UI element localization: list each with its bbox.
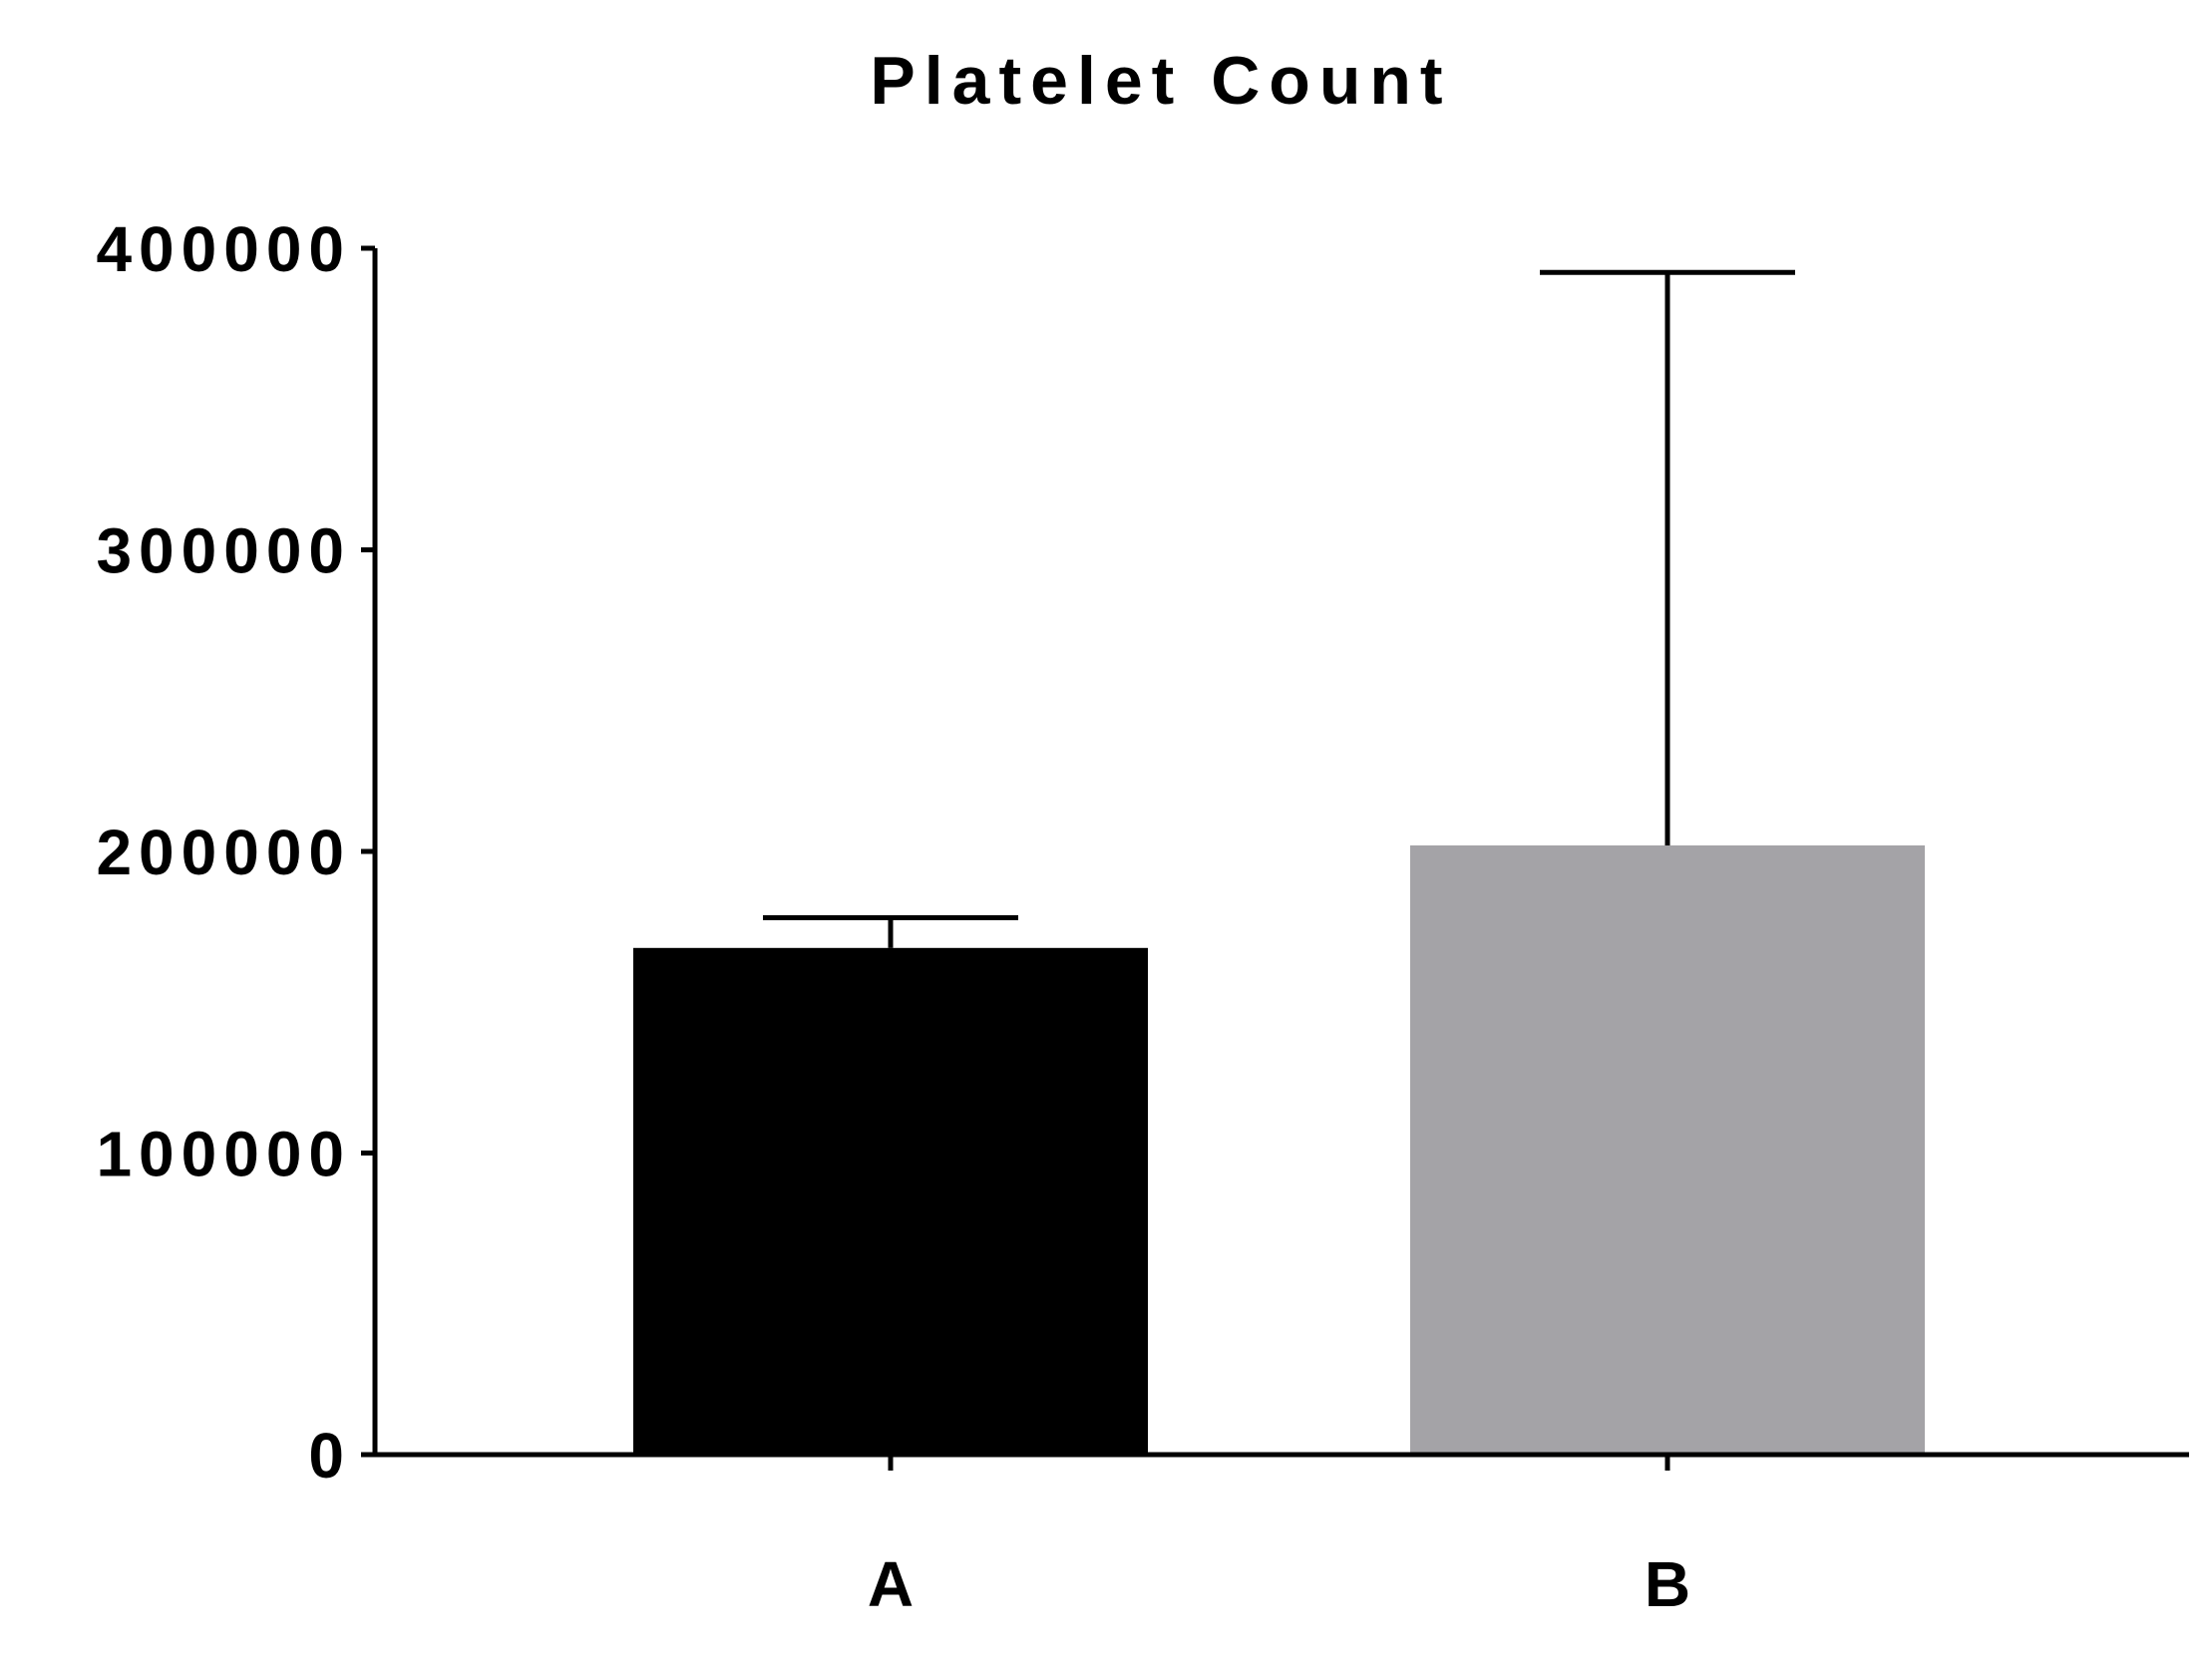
y-tick-label: 300000 [96, 515, 351, 587]
x-tick-label-a: A [868, 1548, 914, 1620]
bar-b [1410, 844, 1925, 1455]
y-tick-label: 100000 [96, 1119, 351, 1190]
x-tick-label-b: B [1645, 1548, 1690, 1620]
y-tick-label: 200000 [96, 817, 351, 888]
y-axis: 0 100000 200000 300000 400000 [96, 213, 378, 1492]
y-tick-label: 400000 [96, 213, 351, 285]
error-bars [763, 269, 1795, 948]
y-tick-label: 0 [308, 1420, 351, 1492]
bars [633, 844, 1925, 1455]
chart-title: Platelet Count [870, 43, 1451, 119]
bar-a [633, 947, 1148, 1455]
